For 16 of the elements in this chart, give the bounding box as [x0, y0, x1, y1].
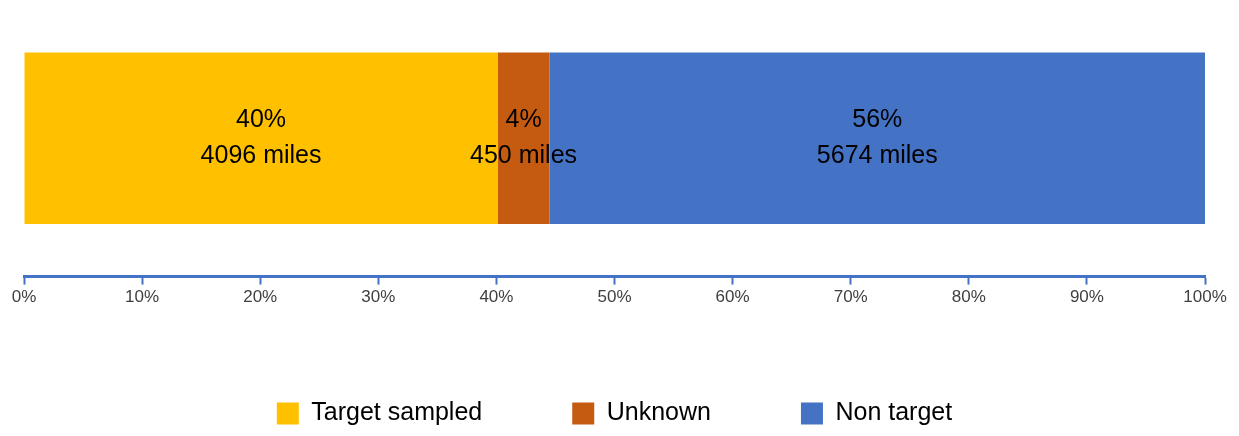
x-tick-label: 10%: [125, 287, 160, 307]
x-tick-label: 60%: [715, 287, 750, 307]
x-tick-label: 20%: [243, 287, 278, 307]
legend-label: Target sampled: [311, 397, 483, 426]
data-label: 56% 5674 miles: [816, 104, 938, 169]
x-tick-label: 40%: [479, 287, 514, 307]
x-tick-label: 90%: [1069, 287, 1104, 307]
legend-label: Unknown: [606, 397, 711, 426]
x-tick-label: 80%: [951, 287, 986, 307]
data-label: 40% 4096 miles: [200, 104, 322, 169]
x-tick-label: 70%: [833, 287, 868, 307]
x-tick-label: 30%: [361, 287, 396, 307]
x-tick-label: 0%: [11, 287, 37, 307]
legend-label: Non target: [835, 397, 953, 426]
x-tick-label: 100%: [1183, 287, 1227, 307]
x-tick-label: 50%: [597, 287, 632, 307]
